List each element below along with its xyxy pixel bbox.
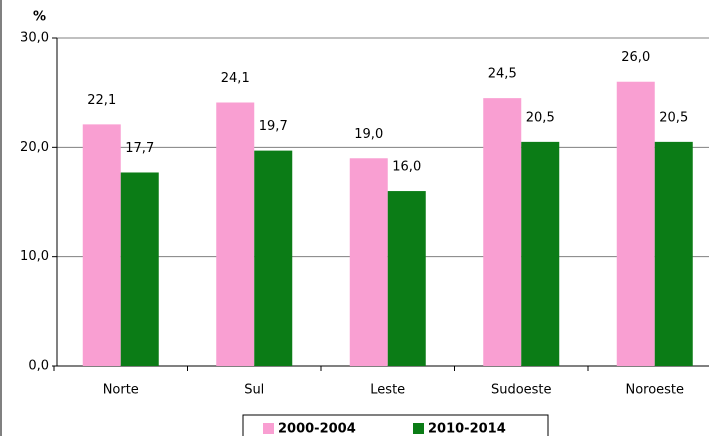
bar <box>82 124 121 366</box>
legend-swatch <box>413 423 424 434</box>
bar <box>654 141 693 366</box>
data-label: 24,1 <box>221 71 250 86</box>
data-label: 16,0 <box>392 160 421 175</box>
data-label: 24,5 <box>488 67 517 82</box>
data-label: 19,0 <box>354 127 383 142</box>
bar <box>120 172 159 366</box>
data-label: 22,1 <box>87 93 116 108</box>
legend-swatch <box>263 423 274 434</box>
bar <box>254 150 293 366</box>
data-label: 17,7 <box>125 141 154 156</box>
legend-label: 2000-2004 <box>278 422 356 436</box>
y-unit: % <box>33 10 46 25</box>
x-tick-label: Sul <box>244 383 264 398</box>
y-tick-label: 20,0 <box>20 140 49 155</box>
data-label: 20,5 <box>526 110 555 125</box>
data-label: 26,0 <box>621 50 650 65</box>
data-label: 19,7 <box>259 119 288 134</box>
bar <box>387 191 426 366</box>
bar <box>483 98 522 366</box>
x-tick-label: Noroeste <box>625 383 684 398</box>
y-tick-label: 30,0 <box>20 31 49 46</box>
bar <box>521 141 560 366</box>
bar <box>216 102 255 367</box>
legend-box <box>242 414 549 436</box>
legend-label: 2010-2014 <box>428 422 506 436</box>
x-tick-label: Leste <box>370 383 405 398</box>
x-tick-label: Sudoeste <box>491 383 552 398</box>
y-tick-label: 0,0 <box>28 359 49 374</box>
data-label: 20,5 <box>659 110 688 125</box>
y-tick-label: 10,0 <box>20 249 49 264</box>
bar <box>349 158 388 366</box>
x-tick-label: Norte <box>103 383 139 398</box>
bar <box>616 81 655 366</box>
